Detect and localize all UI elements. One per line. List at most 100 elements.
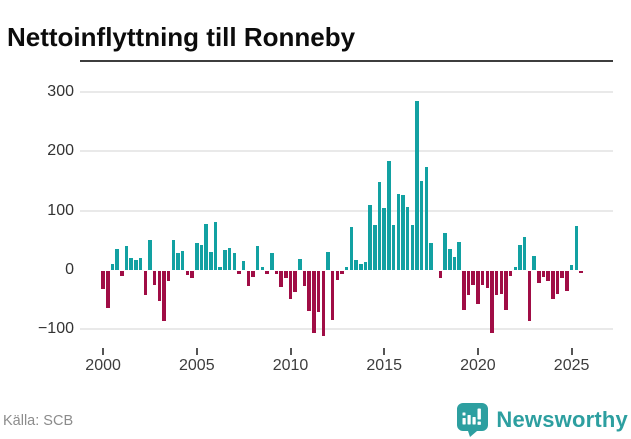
bar-2015-Q4 <box>396 193 401 270</box>
bar-2012-Q4 <box>340 271 344 274</box>
bar-2024-Q2 <box>555 271 560 294</box>
bar-2023-Q2 <box>537 271 541 283</box>
bar-2001-Q1 <box>120 271 124 276</box>
bar-2009-Q3 <box>279 271 283 287</box>
bar-2021-Q3 <box>504 271 508 310</box>
x-tick-label-2010: 2010 <box>272 357 309 374</box>
bar-2020-Q4 <box>490 271 494 334</box>
bar-2013-Q2 <box>349 227 354 270</box>
bar-2005-Q4 <box>209 251 213 270</box>
bar-2021-Q2 <box>499 271 504 294</box>
bar-2000-Q2 <box>106 271 110 308</box>
bar-2021-Q4 <box>508 271 513 276</box>
bar-2001-Q2 <box>124 246 129 270</box>
x-tick-2010 <box>289 348 292 355</box>
bar-2011-Q1 <box>307 271 311 311</box>
bar-2008-Q2 <box>255 246 260 270</box>
x-tick-label-2020: 2020 <box>460 357 496 374</box>
bar-2021-Q1 <box>494 271 499 295</box>
bar-2018-Q1 <box>438 271 443 279</box>
bar-2004-Q1 <box>176 253 180 270</box>
bar-2014-Q1 <box>363 261 368 270</box>
bar-2011-Q2 <box>312 271 316 333</box>
newsworthy-badge-icon <box>457 403 489 437</box>
bar-2018-Q3 <box>448 248 452 270</box>
bar-2024-Q4 <box>565 271 569 291</box>
bar-2002-Q2 <box>143 271 148 295</box>
bar-2018-Q4 <box>452 256 457 270</box>
bar-2023-Q1 <box>532 256 536 270</box>
bar-2006-Q4 <box>227 248 232 270</box>
bar-2000-Q3 <box>110 264 115 270</box>
bar-2006-Q1 <box>213 221 218 270</box>
bar-2008-Q1 <box>251 271 255 277</box>
bar-2005-Q1 <box>195 243 199 270</box>
bar-2018-Q2 <box>443 233 447 270</box>
bar-2005-Q3 <box>204 224 208 270</box>
zero-axis-line <box>80 60 613 62</box>
bar-2013-Q4 <box>359 264 363 270</box>
bar-2010-Q2 <box>293 271 297 292</box>
bar-2004-Q3 <box>185 271 190 276</box>
bar-2007-Q2 <box>237 271 241 274</box>
bar-2025-Q1 <box>569 265 574 270</box>
bar-2004-Q2 <box>180 251 185 270</box>
x-tick-label-2000: 2000 <box>85 357 121 374</box>
bar-2024-Q1 <box>551 271 555 299</box>
bar-2017-Q2 <box>424 167 429 270</box>
bar-2007-Q4 <box>246 271 251 286</box>
bar-2006-Q3 <box>223 249 227 270</box>
bar-2022-Q2 <box>518 244 522 270</box>
bar-2012-Q2 <box>330 271 335 320</box>
bar-2015-Q2 <box>387 161 391 270</box>
bar-2025-Q3 <box>579 271 583 274</box>
x-tick-2000 <box>102 348 105 355</box>
brand-wordmark: Newsworthy <box>496 407 628 432</box>
bar-2024-Q3 <box>560 271 564 278</box>
bar-2003-Q4 <box>171 239 176 270</box>
bar-2008-Q4 <box>265 271 269 274</box>
bar-2014-Q3 <box>373 224 377 270</box>
bar-2001-Q3 <box>129 258 133 270</box>
bar-2009-Q4 <box>284 271 288 279</box>
bar-2011-Q4 <box>321 271 326 337</box>
page-title: Nettoinflyttning till Ronneby <box>7 22 356 53</box>
bar-2020-Q1 <box>476 271 480 304</box>
x-tick-label-2015: 2015 <box>366 357 402 374</box>
bar-2013-Q3 <box>354 259 358 270</box>
bar-2019-Q4 <box>471 271 475 285</box>
y-tick-label-300: 300 <box>47 83 74 100</box>
gridline--100 <box>80 328 613 331</box>
bar-2006-Q2 <box>218 267 222 270</box>
gridline-100 <box>80 209 613 212</box>
bar-2019-Q1 <box>457 242 461 270</box>
bar-2012-Q3 <box>335 271 340 280</box>
bar-2002-Q4 <box>152 271 157 286</box>
bar-2017-Q3 <box>429 243 433 270</box>
x-tick-2005 <box>195 348 198 355</box>
bar-2004-Q4 <box>190 271 194 278</box>
source-label: Källa: SCB <box>3 413 74 429</box>
y-tick-label-200: 200 <box>47 142 74 160</box>
bar-2023-Q3 <box>541 271 546 277</box>
bar-2023-Q4 <box>546 271 550 282</box>
bar-2015-Q3 <box>391 224 396 270</box>
bar-2014-Q4 <box>377 181 382 270</box>
brand-logo: Newsworthy <box>457 402 628 438</box>
bar-2010-Q1 <box>288 271 293 299</box>
bar-2010-Q3 <box>298 258 302 270</box>
bar-2008-Q3 <box>260 267 265 270</box>
x-tick-label-2005: 2005 <box>179 357 215 374</box>
bar-2002-Q1 <box>138 258 143 270</box>
bar-2000-Q4 <box>115 249 119 270</box>
bar-2005-Q2 <box>199 245 204 270</box>
bar-2020-Q3 <box>485 271 490 288</box>
bar-2020-Q2 <box>480 271 485 285</box>
x-tick-2020 <box>476 348 479 355</box>
bar-2000-Q1 <box>101 271 105 289</box>
bar-2019-Q3 <box>466 271 471 295</box>
bar-2010-Q4 <box>302 271 307 286</box>
x-tick-label-2025: 2025 <box>553 357 590 374</box>
bar-2016-Q1 <box>401 194 405 270</box>
bar-2003-Q1 <box>157 271 162 301</box>
